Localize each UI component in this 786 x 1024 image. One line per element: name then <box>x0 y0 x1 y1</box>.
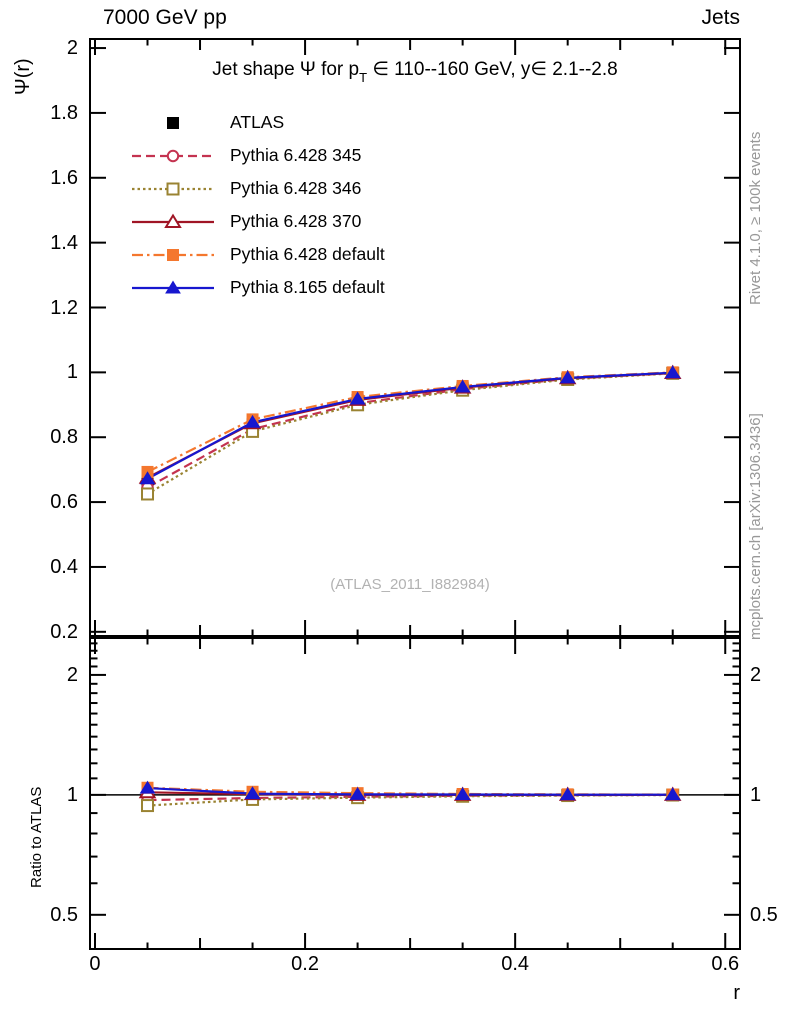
tick-label: 0.2 <box>50 620 78 640</box>
tick-label: 0.2 <box>291 953 319 975</box>
x-tick-labels: 0 0.2 0.4 0.6 <box>0 953 786 977</box>
ratio-y-tick-labels-right: 0.5 1 2 <box>746 0 786 1010</box>
x-axis-title: r <box>733 982 740 1004</box>
legend-item: Pythia 6.428 345 <box>131 139 385 172</box>
legend-item: Pythia 6.428 default <box>131 238 385 271</box>
tick-label: 2 <box>750 663 762 686</box>
plot-title: Jet shape Ψ for pT ∈ 110--160 GeV, y∈ 2.… <box>89 58 741 85</box>
legend-label: Pythia 6.428 346 <box>230 178 362 198</box>
legend-item: Pythia 8.165 default <box>131 271 385 304</box>
legend-label: Pythia 6.428 370 <box>230 211 362 231</box>
legend-item: Pythia 6.428 346 <box>131 172 385 205</box>
legend-item: ATLAS <box>131 106 385 139</box>
analysis-id-watermark: (ATLAS_2011_I882984) <box>330 576 490 593</box>
main-y-tick-labels: 0.2 0.4 0.6 0.8 1 1.2 1.4 1.6 1.8 2 <box>0 0 84 640</box>
tick-label: 0.6 <box>50 491 78 514</box>
analysis-label: Jets <box>701 6 740 29</box>
legend-label: Pythia 6.428 345 <box>230 145 362 165</box>
tick-label: 0.4 <box>501 953 530 975</box>
beam-label: 7000 GeV pp <box>103 6 227 29</box>
tick-label: 1.2 <box>50 296 78 319</box>
legend-label: Pythia 6.428 default <box>230 244 385 264</box>
legend-marker-circle-line <box>132 149 214 162</box>
legend: ATLAS Pythia 6.428 345 Pythia 6.428 346 Pyt… <box>131 106 385 304</box>
plot-title-pre: Jet shape Ψ for p <box>212 59 360 80</box>
tick-label: 0.4 <box>50 555 78 578</box>
tick-label: 1 <box>66 783 78 806</box>
tick-label: 0 <box>89 953 101 975</box>
legend-item: Pythia 6.428 370 <box>131 205 385 238</box>
tick-label: 2 <box>66 37 78 60</box>
main-plot-svg <box>89 38 741 637</box>
tick-label: 1.4 <box>50 231 78 254</box>
tick-label: 1.6 <box>50 166 78 189</box>
tick-label: 1 <box>66 361 78 384</box>
legend-label: Pythia 8.165 default <box>230 277 385 297</box>
tick-label: 0.5 <box>750 903 778 926</box>
tick-label: 2 <box>66 663 78 686</box>
plot-title-sub: T <box>359 70 368 85</box>
ratio-y-tick-labels-left: 0.5 1 2 <box>0 641 84 1011</box>
ratio-plot-svg <box>89 637 741 950</box>
legend-marker-square-line <box>132 182 214 195</box>
tick-label: 1.8 <box>50 101 78 124</box>
plot-title-post: ∈ 110--160 GeV, y∈ 2.1--2.8 <box>367 59 618 80</box>
tick-label: 0.6 <box>711 953 740 975</box>
legend-label: ATLAS <box>230 112 285 132</box>
tick-label: 0.8 <box>50 426 78 449</box>
legend-marker-square-line <box>132 248 214 261</box>
legend-marker-square <box>167 116 179 129</box>
tick-label: 0.5 <box>50 903 78 926</box>
legend-marker-triangle-line <box>132 213 214 228</box>
tick-label: 1 <box>750 783 762 806</box>
legend-marker-triangle-line <box>132 280 214 293</box>
